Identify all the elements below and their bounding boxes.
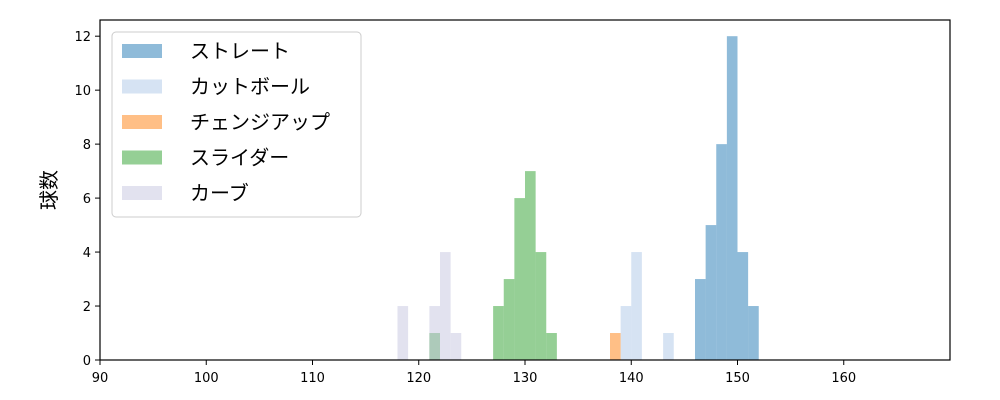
bar-4-2 — [493, 306, 504, 360]
x-tick-label: 150 — [725, 371, 750, 386]
legend-label: チェンジアップ — [190, 110, 330, 134]
bar-1-5 — [737, 252, 749, 360]
y-axis: 0 2 4 6 8 10 12 — [74, 30, 100, 369]
y-tick-label: 8 — [83, 138, 91, 153]
bars-layer — [397, 36, 759, 360]
bar-4-3 — [503, 279, 515, 360]
legend-label: カットボール — [190, 75, 310, 99]
y-tick-label: 10 — [74, 84, 91, 99]
y-tick-label: 0 — [83, 354, 91, 369]
y-axis-title: 球数 — [37, 170, 61, 210]
x-tick-label: 110 — [300, 371, 325, 386]
x-tick-label: 130 — [513, 371, 538, 386]
x-tick-label: 100 — [194, 371, 219, 386]
y-tick-label: 6 — [83, 192, 91, 207]
bar-4-4 — [514, 198, 525, 360]
bar-5-2 — [429, 306, 440, 360]
bar-1-1 — [695, 279, 706, 360]
legend-swatch — [122, 150, 162, 165]
bar-4-6 — [535, 252, 547, 360]
bar-2-1 — [620, 306, 632, 360]
x-tick-label: 120 — [406, 371, 431, 386]
y-tick-label: 2 — [83, 300, 91, 315]
legend-label: カーブ — [190, 181, 249, 205]
bar-2-3 — [663, 333, 674, 360]
x-tick-label: 140 — [619, 371, 644, 386]
x-tick-label: 90 — [92, 371, 109, 386]
bar-4-5 — [525, 171, 536, 360]
bar-1-4 — [726, 36, 738, 360]
legend-label: スライダー — [190, 146, 289, 170]
bar-1-6 — [748, 306, 759, 360]
bar-1-3 — [716, 144, 727, 360]
legend-swatch — [122, 186, 162, 200]
y-tick-label: 4 — [83, 246, 91, 261]
legend-swatch — [122, 115, 162, 129]
x-tick-label: 160 — [831, 371, 856, 386]
bar-5-4 — [450, 333, 462, 360]
x-axis: 90 100 110 120 130 140 150 160 — [92, 360, 856, 386]
legend-label: ストレート — [190, 39, 290, 63]
legend-swatch — [122, 44, 162, 58]
bar-2-2 — [631, 252, 642, 360]
bar-1-2 — [705, 225, 717, 360]
bar-5-3 — [440, 252, 451, 360]
y-tick-label: 12 — [74, 30, 91, 45]
legend-box — [111, 31, 362, 218]
bar-3-1 — [610, 333, 621, 360]
bar-4-7 — [546, 333, 557, 360]
legend-swatch — [122, 79, 162, 94]
bar-5-1 — [397, 306, 409, 360]
